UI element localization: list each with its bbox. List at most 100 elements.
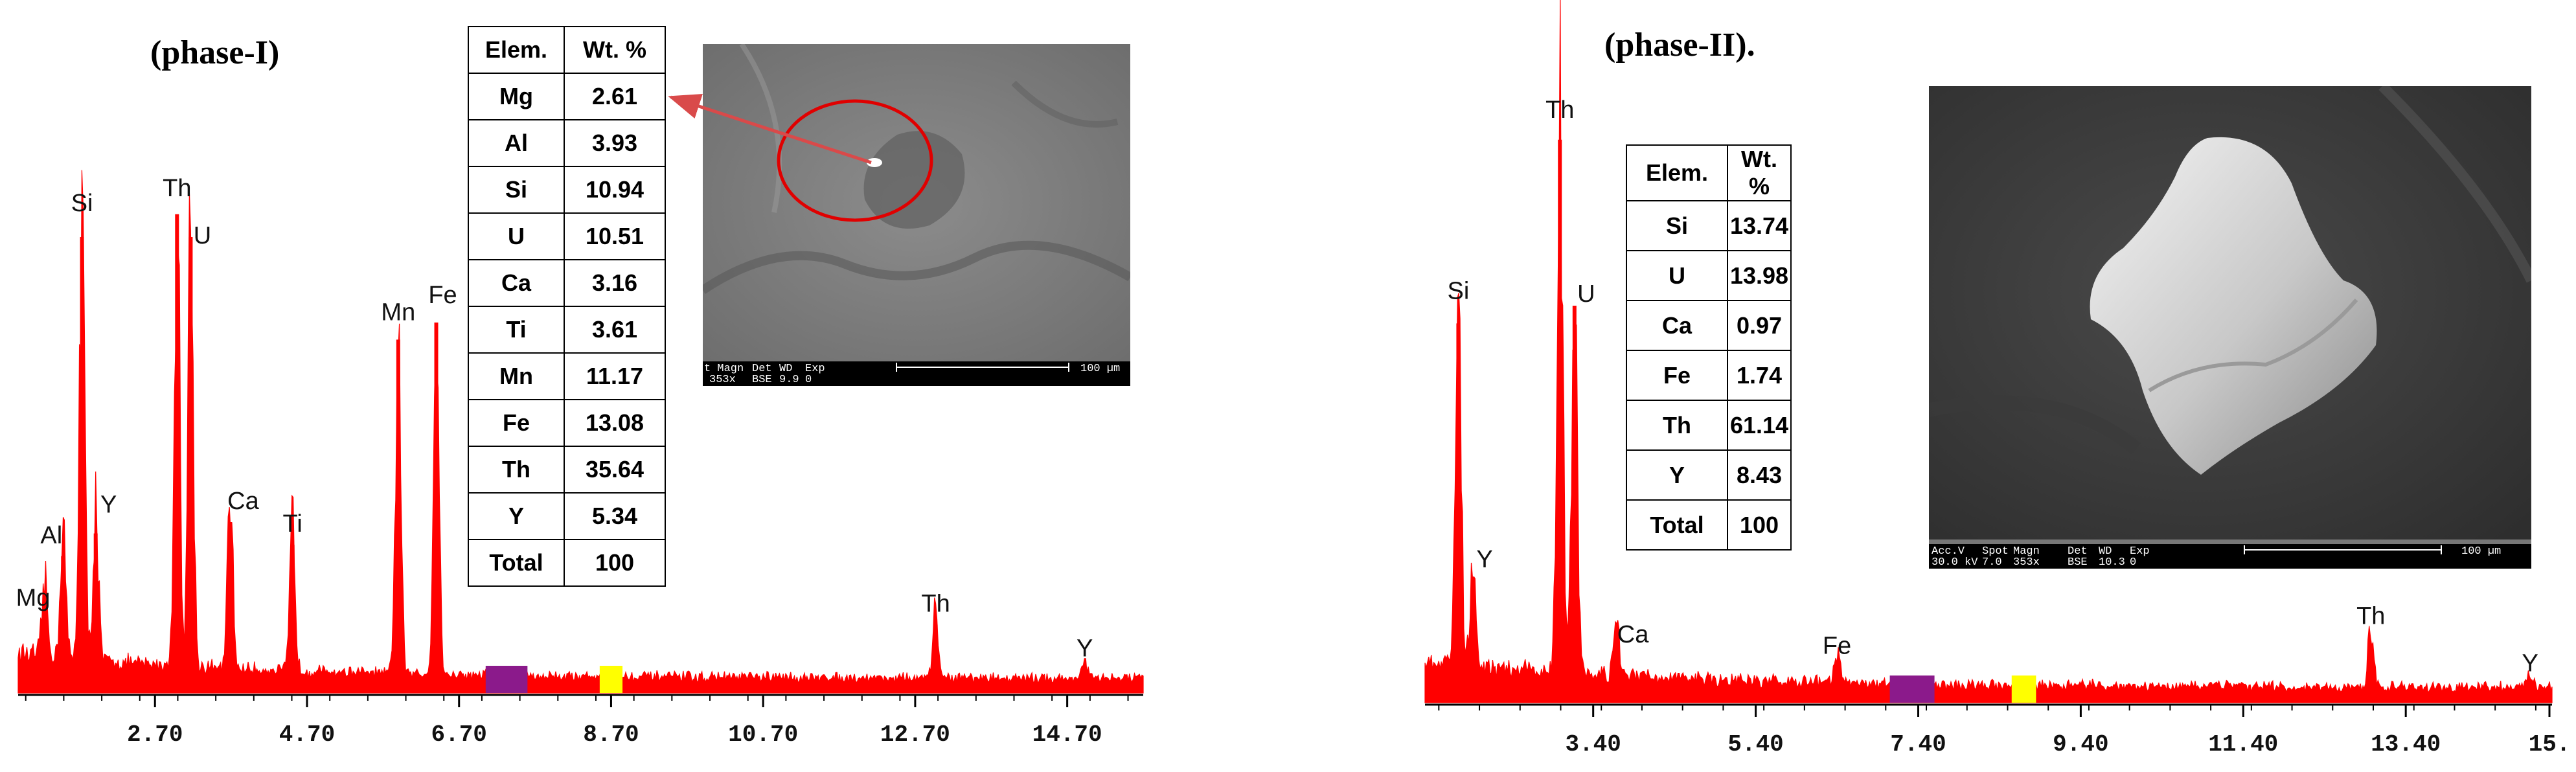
sem-wd-value: 10.3 xyxy=(2099,556,2125,569)
element-cell: Th xyxy=(1626,400,1728,451)
bright-particle xyxy=(867,158,882,167)
peak-label-u: U xyxy=(1577,280,1595,308)
energy-window-marker xyxy=(2011,676,2036,703)
table-row: Th 35.64 xyxy=(468,446,666,494)
table-row: Y 5.34 xyxy=(468,492,666,540)
sem-accv-value: 30.0 kV xyxy=(1932,556,1978,569)
peak-label-ca: Ca xyxy=(1617,621,1649,648)
sem-info-bar: t Magn 353x Det BSE WD 9.9 Exp 0 100 µm xyxy=(703,361,1130,386)
sem-spot-value: 7.0 xyxy=(1982,556,2002,569)
sem-magn-value: 353x xyxy=(2013,556,2040,569)
table-row: Si 10.94 xyxy=(468,166,666,214)
table-row: Y 8.43 xyxy=(1626,449,1792,501)
x-tick-label: 7.40 xyxy=(1890,731,1946,758)
peak-label-y: Y xyxy=(2522,650,2538,677)
peak-label-th: Th xyxy=(2356,603,2385,630)
phase-2-panel: Si Y Th U Ca Fe Th Y 3.40 5.40 7.40 9.40 11.40 13.40 1… xyxy=(1289,0,2576,772)
peak-label-si: Si xyxy=(1448,277,1470,304)
peak-label-u: U xyxy=(194,222,211,249)
sem-exp-value: 0 xyxy=(805,374,812,386)
element-cell: Fe xyxy=(468,399,565,447)
peak-label-th: Th xyxy=(921,590,950,617)
phase-2-sem-micrograph: Acc.V 30.0 kV Spot 7.0 Magn 353x Det BSE… xyxy=(1929,86,2531,569)
element-cell: Si xyxy=(468,166,565,214)
sem-magn-label: t Magn xyxy=(704,363,744,375)
sem-accv-label: Acc.V xyxy=(1932,545,1965,558)
sem-exp-value: 0 xyxy=(2130,556,2137,569)
element-cell: Fe xyxy=(1626,350,1728,401)
sem-info-bar: Acc.V 30.0 kV Spot 7.0 Magn 353x Det BSE… xyxy=(1929,544,2531,569)
sem-det-label: Det xyxy=(752,363,772,375)
weight-cell: 100 xyxy=(1727,499,1792,551)
table-row: U 10.51 xyxy=(468,212,666,260)
weight-cell: 3.93 xyxy=(564,119,666,167)
sem-det-label: Det xyxy=(2068,545,2088,558)
element-cell: U xyxy=(1626,250,1728,301)
x-tick-label: 5.40 xyxy=(1727,731,1783,758)
sem-det-value: BSE xyxy=(2068,556,2088,569)
table-row: Al 3.93 xyxy=(468,119,666,167)
x-tick-label: 11.40 xyxy=(2208,731,2278,758)
weight-cell: 13.08 xyxy=(564,399,666,447)
x-tick-label: 3.40 xyxy=(1565,731,1621,758)
x-tick-label: 10.70 xyxy=(728,721,798,748)
sem-wd-value: 9.9 xyxy=(779,374,799,386)
x-tick-label: 2.70 xyxy=(127,721,183,748)
weight-cell: 61.14 xyxy=(1727,400,1792,451)
x-tick-label: 12.70 xyxy=(880,721,950,748)
energy-window-marker xyxy=(485,666,528,693)
element-cell: U xyxy=(468,212,565,260)
weight-cell: 1.74 xyxy=(1727,350,1792,401)
weight-cell: 13.98 xyxy=(1727,250,1792,301)
spectrum-area xyxy=(1424,0,2553,703)
peak-label-th: Th xyxy=(163,175,191,202)
element-cell: Si xyxy=(1626,200,1728,251)
element-cell: Ca xyxy=(1626,300,1728,351)
phase-1-panel: Mg Al Si Y Th U Ca Ti Mn Fe Th Y 2.70 4.70 6.70 8.70 10.… xyxy=(16,26,1144,748)
peak-label-al: Al xyxy=(40,522,62,549)
peak-label-y: Y xyxy=(100,492,117,519)
table-row: Si 13.74 xyxy=(1626,200,1792,251)
col-header-element: Elem. xyxy=(1626,144,1728,201)
sem-scale-bar xyxy=(896,363,1069,372)
table-row: U 13.98 xyxy=(1626,250,1792,301)
peak-label-mg: Mg xyxy=(16,585,51,612)
peak-label-y: Y xyxy=(1476,546,1492,573)
x-tick-label: 4.70 xyxy=(279,721,335,748)
weight-cell: 11.17 xyxy=(564,352,666,400)
weight-cell: 100 xyxy=(564,539,666,587)
table-row: Ca 0.97 xyxy=(1626,300,1792,351)
phase-2-title: (phase-II). xyxy=(1604,27,1755,63)
x-tick-label: 13.40 xyxy=(2371,731,2441,758)
weight-cell: 3.61 xyxy=(564,306,666,354)
sem-texture xyxy=(1929,86,2531,539)
element-cell: Total xyxy=(1626,499,1728,551)
element-cell: Mn xyxy=(468,352,565,400)
mineral-grain xyxy=(2090,137,2377,475)
peak-label-ti: Ti xyxy=(283,510,302,538)
spectrum-area xyxy=(17,170,1144,694)
x-tick-label: 14.70 xyxy=(1032,721,1102,748)
weight-cell: 3.16 xyxy=(564,259,666,307)
sem-exp-label: Exp xyxy=(2130,545,2150,558)
x-tick-label: 15. xyxy=(2529,731,2571,758)
x-tick-label: 8.70 xyxy=(583,721,639,748)
peak-label-mn: Mn xyxy=(381,299,415,326)
sem-scale-label: 100 µm xyxy=(1080,363,1121,375)
peak-label-fe: Fe xyxy=(428,282,457,309)
phase-1-sem-micrograph: t Magn 353x Det BSE WD 9.9 Exp 0 100 µm xyxy=(703,44,1130,386)
col-header-element: Elem. xyxy=(468,26,565,74)
weight-cell: 35.64 xyxy=(564,446,666,494)
element-cell: Y xyxy=(1626,449,1728,501)
phase-2-composition-table: Elem. Wt. % Si 13.74 U 13.98 Ca 0.97 Fe 1.74 Th 6… xyxy=(1626,144,1792,551)
peak-label-y: Y xyxy=(1077,635,1093,663)
table-row: Total 100 xyxy=(1626,499,1792,551)
weight-cell: 10.51 xyxy=(564,212,666,260)
element-cell: Y xyxy=(468,492,565,540)
table-row: Ca 3.16 xyxy=(468,259,666,307)
phase-1-title: (phase-I) xyxy=(150,34,280,71)
sem-wd-label: WD xyxy=(2099,545,2112,558)
element-cell: Ti xyxy=(468,306,565,354)
table-row: Mg 2.61 xyxy=(468,73,666,120)
